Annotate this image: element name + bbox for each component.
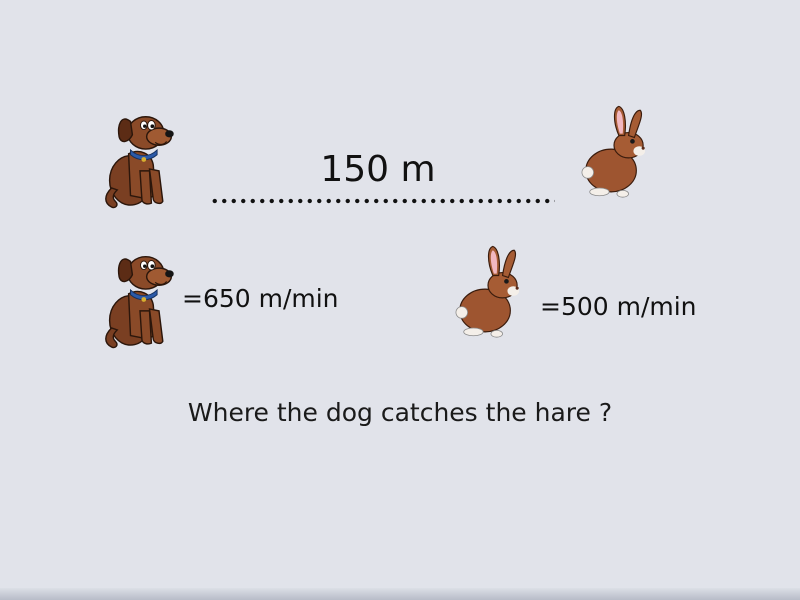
hare-icon [580,103,648,203]
hare-speed-label: =500 m/min [540,292,697,321]
distance-label: 150 m [320,149,436,190]
dog-speed-label: =650 m/min [182,284,339,313]
distance-dotted-line [210,196,555,206]
question-text: Where the dog catches the hare ? [187,398,613,427]
hare-icon [454,243,522,343]
bottom-edge-shade [0,588,800,600]
dog-icon [102,244,178,354]
dog-icon [102,104,178,214]
